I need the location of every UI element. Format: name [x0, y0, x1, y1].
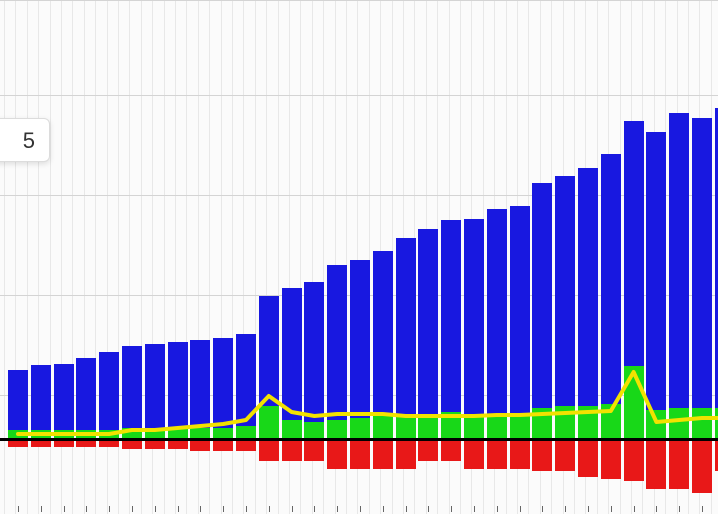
plot-region[interactable]: 5	[0, 0, 718, 514]
tooltip-text: 5	[23, 128, 35, 153]
line-series	[0, 0, 718, 514]
tooltip: 5	[0, 118, 50, 162]
zero-baseline	[0, 438, 718, 441]
chart-area: 5	[0, 0, 718, 514]
x-axis-ticks	[0, 506, 718, 512]
